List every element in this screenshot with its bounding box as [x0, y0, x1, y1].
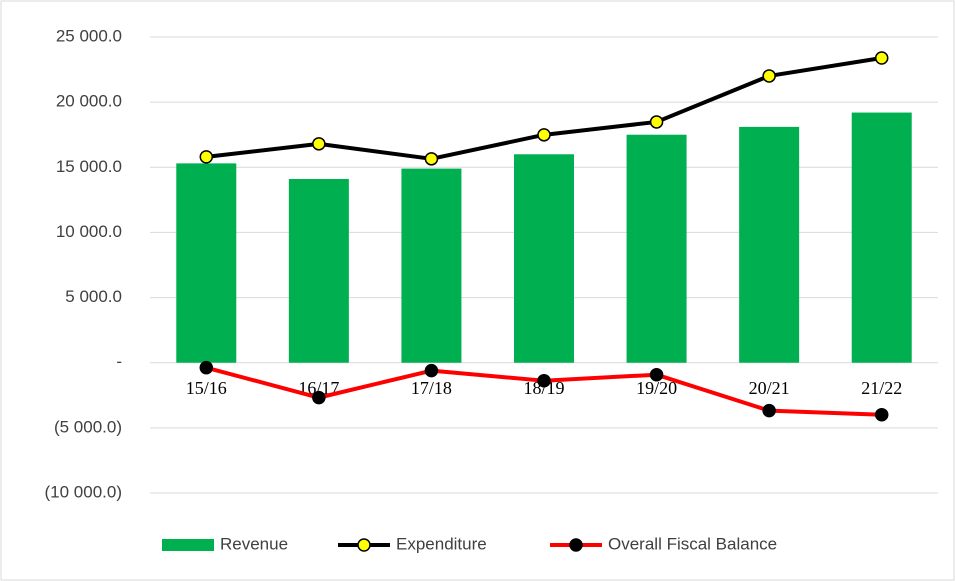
marker	[199, 360, 214, 375]
marker	[649, 367, 664, 382]
y-tick-label: 15 000.0	[56, 157, 122, 176]
y-tick-label: 25 000.0	[56, 26, 122, 45]
bar	[626, 134, 687, 363]
bar	[739, 126, 800, 363]
x-tick-label: 15/16	[186, 378, 227, 398]
legend-marker	[569, 538, 583, 552]
y-tick-label: (5 000.0)	[54, 417, 122, 436]
marker	[762, 403, 776, 418]
bar	[851, 112, 912, 363]
bar	[288, 179, 349, 363]
x-tick-label: 20/21	[749, 378, 790, 398]
legend-label: Revenue	[220, 534, 288, 553]
marker	[424, 363, 439, 378]
x-tick-label: 18/19	[523, 378, 564, 398]
marker	[312, 137, 326, 151]
marker	[199, 150, 214, 164]
marker	[649, 115, 664, 129]
marker	[874, 407, 889, 422]
marker	[874, 51, 889, 65]
marker	[537, 128, 551, 142]
y-tick-label: (10 000.0)	[45, 482, 123, 501]
x-tick-label: 17/18	[411, 378, 452, 398]
marker	[424, 152, 439, 166]
y-tick-label: 5 000.0	[65, 287, 122, 306]
marker	[537, 373, 551, 388]
bar	[401, 168, 462, 363]
legend-label: Expenditure	[396, 534, 487, 553]
y-tick-label: 10 000.0	[56, 222, 122, 241]
y-tick-label: 20 000.0	[56, 92, 122, 111]
legend-swatch	[162, 539, 214, 551]
marker	[762, 69, 776, 83]
bar	[514, 154, 574, 363]
x-tick-label: 19/20	[636, 378, 677, 398]
x-tick-label: 21/22	[861, 378, 902, 398]
legend-marker	[357, 538, 371, 552]
y-tick-label: -	[116, 352, 122, 371]
legend-label: Overall Fiscal Balance	[608, 534, 777, 553]
marker	[312, 390, 326, 405]
bar	[176, 163, 237, 363]
